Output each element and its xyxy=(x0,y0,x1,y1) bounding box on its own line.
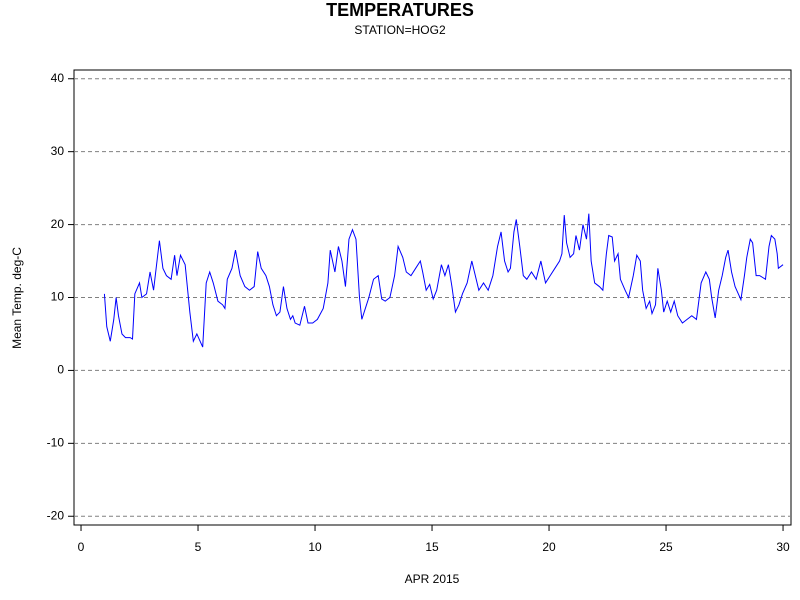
y-tick-label: -10 xyxy=(47,436,65,450)
y-tick-label: 10 xyxy=(51,290,65,304)
x-tick-label: 25 xyxy=(659,540,673,554)
x-tick-label: 5 xyxy=(195,540,202,554)
x-tick-label: 30 xyxy=(776,540,790,554)
x-tick-label: 0 xyxy=(78,540,85,554)
y-tick-label: 20 xyxy=(51,217,65,231)
y-axis-label: Mean Temp. deg-C xyxy=(10,247,24,349)
y-tick-label: 30 xyxy=(51,144,65,158)
x-axis-label: APR 2015 xyxy=(405,572,460,586)
chart-title: TEMPERATURES xyxy=(326,0,474,20)
y-tick-label: 0 xyxy=(57,363,64,377)
x-tick-label: 10 xyxy=(308,540,322,554)
x-tick-label: 15 xyxy=(425,540,439,554)
data-line xyxy=(103,213,784,348)
chart-subtitle: STATION=HOG2 xyxy=(354,23,446,37)
y-tick-label: 40 xyxy=(51,71,65,85)
y-tick-label: -20 xyxy=(47,508,65,522)
x-tick-label: 20 xyxy=(542,540,556,554)
